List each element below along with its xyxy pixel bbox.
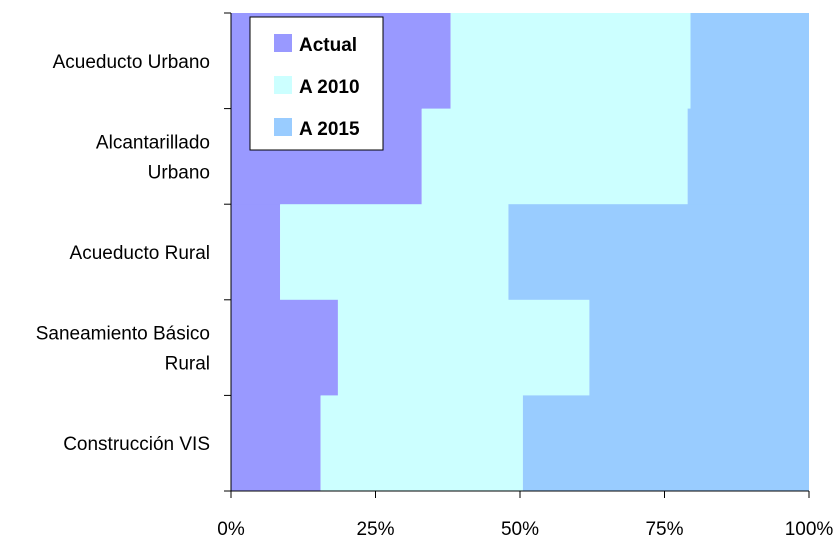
legend-label: A 2010 (299, 77, 360, 98)
x-tick-label: 50% (501, 519, 539, 540)
legend-label: A 2015 (299, 119, 360, 140)
bar-a-2010-0 (450, 13, 691, 110)
category-label: Acueducto Rural (70, 243, 210, 264)
bar-actual-2 (231, 204, 281, 301)
x-tick-label: 75% (645, 519, 683, 540)
bar-a-2010-4 (320, 395, 523, 492)
x-tick-labels-group: 0% 25% 50% 75% 100% (217, 519, 833, 540)
bar-a-2010-3 (337, 299, 590, 396)
bar-a-2015-3 (589, 299, 809, 396)
bar-actual-3 (231, 299, 338, 396)
category-label: Alcantarillado Urbano (96, 132, 210, 183)
category-label: Saneamiento Básico Rural (36, 324, 210, 375)
category-labels-group: Acueducto Urbano Alcantarillado Urbano Acue… (36, 52, 210, 455)
x-tick-label: 100% (785, 519, 834, 540)
legend-box (249, 16, 384, 151)
bar-a-2015-1 (687, 108, 809, 205)
legend: Actual A 2010 A 2015 (249, 16, 384, 151)
bar-a-2015-4 (522, 395, 809, 492)
category-label: Construcción VIS (63, 434, 210, 455)
x-tick-label: 0% (217, 519, 245, 540)
bar-a-2010-1 (421, 108, 688, 205)
legend-swatch-1 (274, 76, 292, 94)
legend-swatch-0 (274, 34, 292, 52)
category-label: Acueducto Urbano (53, 52, 210, 73)
legend-label: Actual (299, 35, 357, 56)
bar-a-2015-2 (508, 204, 809, 301)
bars-group (231, 13, 809, 492)
axes-group (224, 12, 810, 498)
legend-swatch-2 (274, 118, 292, 136)
x-tick-label: 25% (356, 519, 394, 540)
bar-a-2015-0 (690, 13, 809, 110)
bar-a-2010-2 (280, 204, 509, 301)
bar-actual-4 (231, 395, 321, 492)
